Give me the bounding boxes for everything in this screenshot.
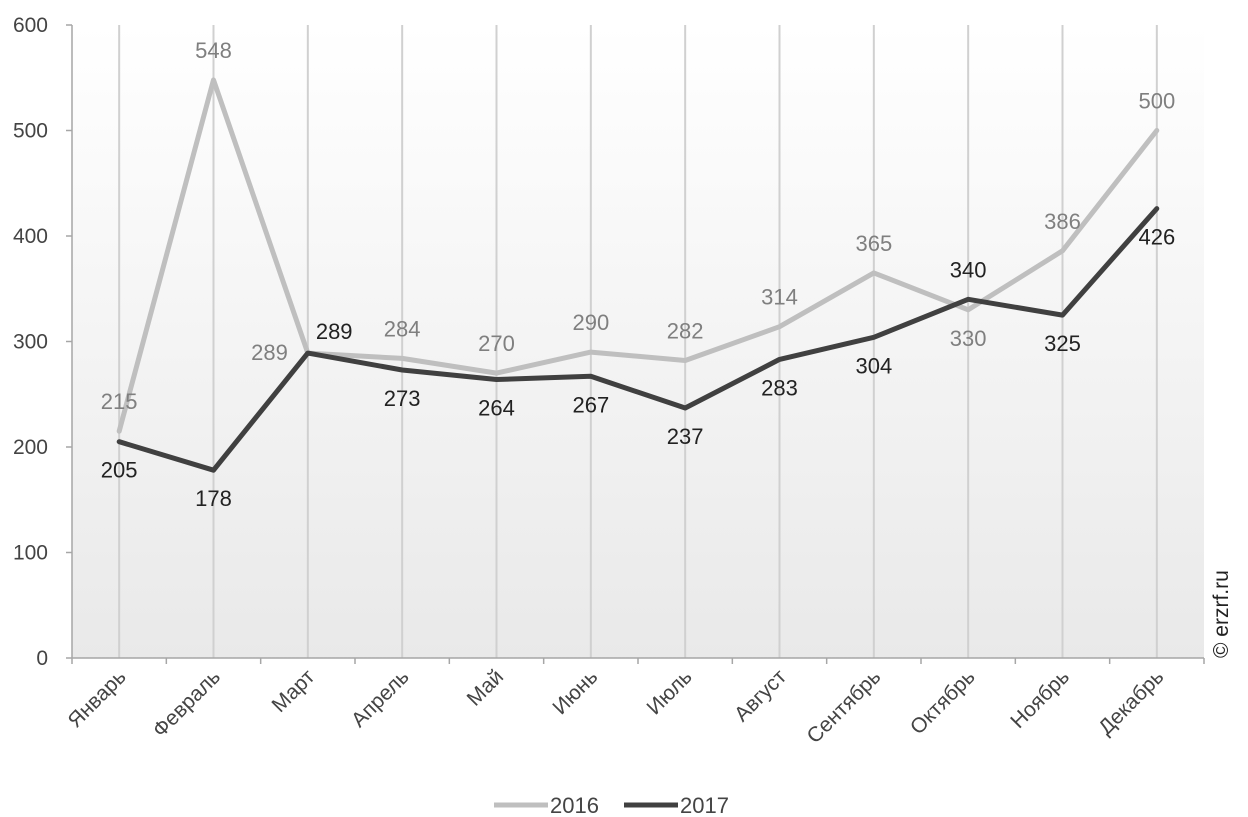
data-label-2017: 267 xyxy=(572,392,609,417)
data-label-2017: 289 xyxy=(316,319,353,344)
data-label-2016: 500 xyxy=(1138,89,1175,114)
series-line-2017 xyxy=(116,206,1160,473)
plot-background xyxy=(72,25,1204,658)
x-tick-label: Ноябрь xyxy=(1006,665,1074,733)
y-tick-label: 0 xyxy=(36,647,48,670)
x-tick-label: Декабрь xyxy=(1094,665,1168,739)
data-label-2016: 289 xyxy=(251,340,288,365)
x-tick-label: Июль xyxy=(643,665,697,719)
data-label-2016: 284 xyxy=(384,316,421,341)
x-tick-label: Январь xyxy=(64,665,131,732)
series-lines xyxy=(116,77,1160,473)
y-tick-label: 400 xyxy=(13,225,48,248)
data-label-2016: 282 xyxy=(667,318,704,343)
data-label-2016: 290 xyxy=(572,310,609,335)
y-tick-label: 100 xyxy=(13,542,48,565)
x-axis-labels: Январь Февраль Март Апрель Май Июнь Июль Август… xyxy=(64,665,1169,748)
data-label-2016: 270 xyxy=(478,331,515,356)
x-tick-label: Май xyxy=(463,665,508,710)
legend-label-2016: 2016 xyxy=(550,793,599,817)
data-label-2017: 304 xyxy=(855,353,892,378)
x-tick-label: Март xyxy=(268,665,320,717)
y-tick-label: 300 xyxy=(13,331,48,354)
data-label-2017: 237 xyxy=(667,424,704,449)
x-tick-label: Сентябрь xyxy=(803,665,886,748)
y-axis-ticks: 0 100 200 300 400 500 600 xyxy=(13,14,48,670)
x-tick-label: Апрель xyxy=(347,665,414,732)
data-labels: 215 205 548 178 289 289 284 273 270 264 290 267 282 2… xyxy=(101,38,1175,511)
x-tick-label: Октябрь xyxy=(906,665,980,739)
x-tick-label: Август xyxy=(730,665,791,726)
data-label-2017: 325 xyxy=(1044,331,1081,356)
data-label-2016: 330 xyxy=(950,326,987,351)
data-label-2016: 215 xyxy=(101,389,138,414)
y-tick-label: 500 xyxy=(13,120,48,143)
data-label-2016: 314 xyxy=(761,285,798,310)
x-tick-label: Июнь xyxy=(548,665,602,719)
data-label-2017: 205 xyxy=(101,458,138,483)
axes xyxy=(66,24,1205,664)
data-label-2017: 283 xyxy=(761,375,798,400)
x-tick-label: Февраль xyxy=(148,665,225,742)
legend: 2016 2017 xyxy=(494,793,729,817)
data-label-2017: 178 xyxy=(195,486,232,511)
data-label-2017: 340 xyxy=(950,257,987,282)
data-label-2016: 365 xyxy=(855,231,892,256)
data-label-2017: 264 xyxy=(478,395,515,420)
data-label-2016: 386 xyxy=(1044,209,1081,234)
data-label-2017: 273 xyxy=(384,386,421,411)
watermark-text: © erzrf.ru xyxy=(1210,570,1233,658)
data-label-2017: 426 xyxy=(1138,225,1175,250)
legend-label-2017: 2017 xyxy=(680,793,729,817)
data-label-2016: 548 xyxy=(195,38,232,63)
y-tick-label: 600 xyxy=(13,14,48,37)
y-tick-label: 200 xyxy=(13,436,48,459)
